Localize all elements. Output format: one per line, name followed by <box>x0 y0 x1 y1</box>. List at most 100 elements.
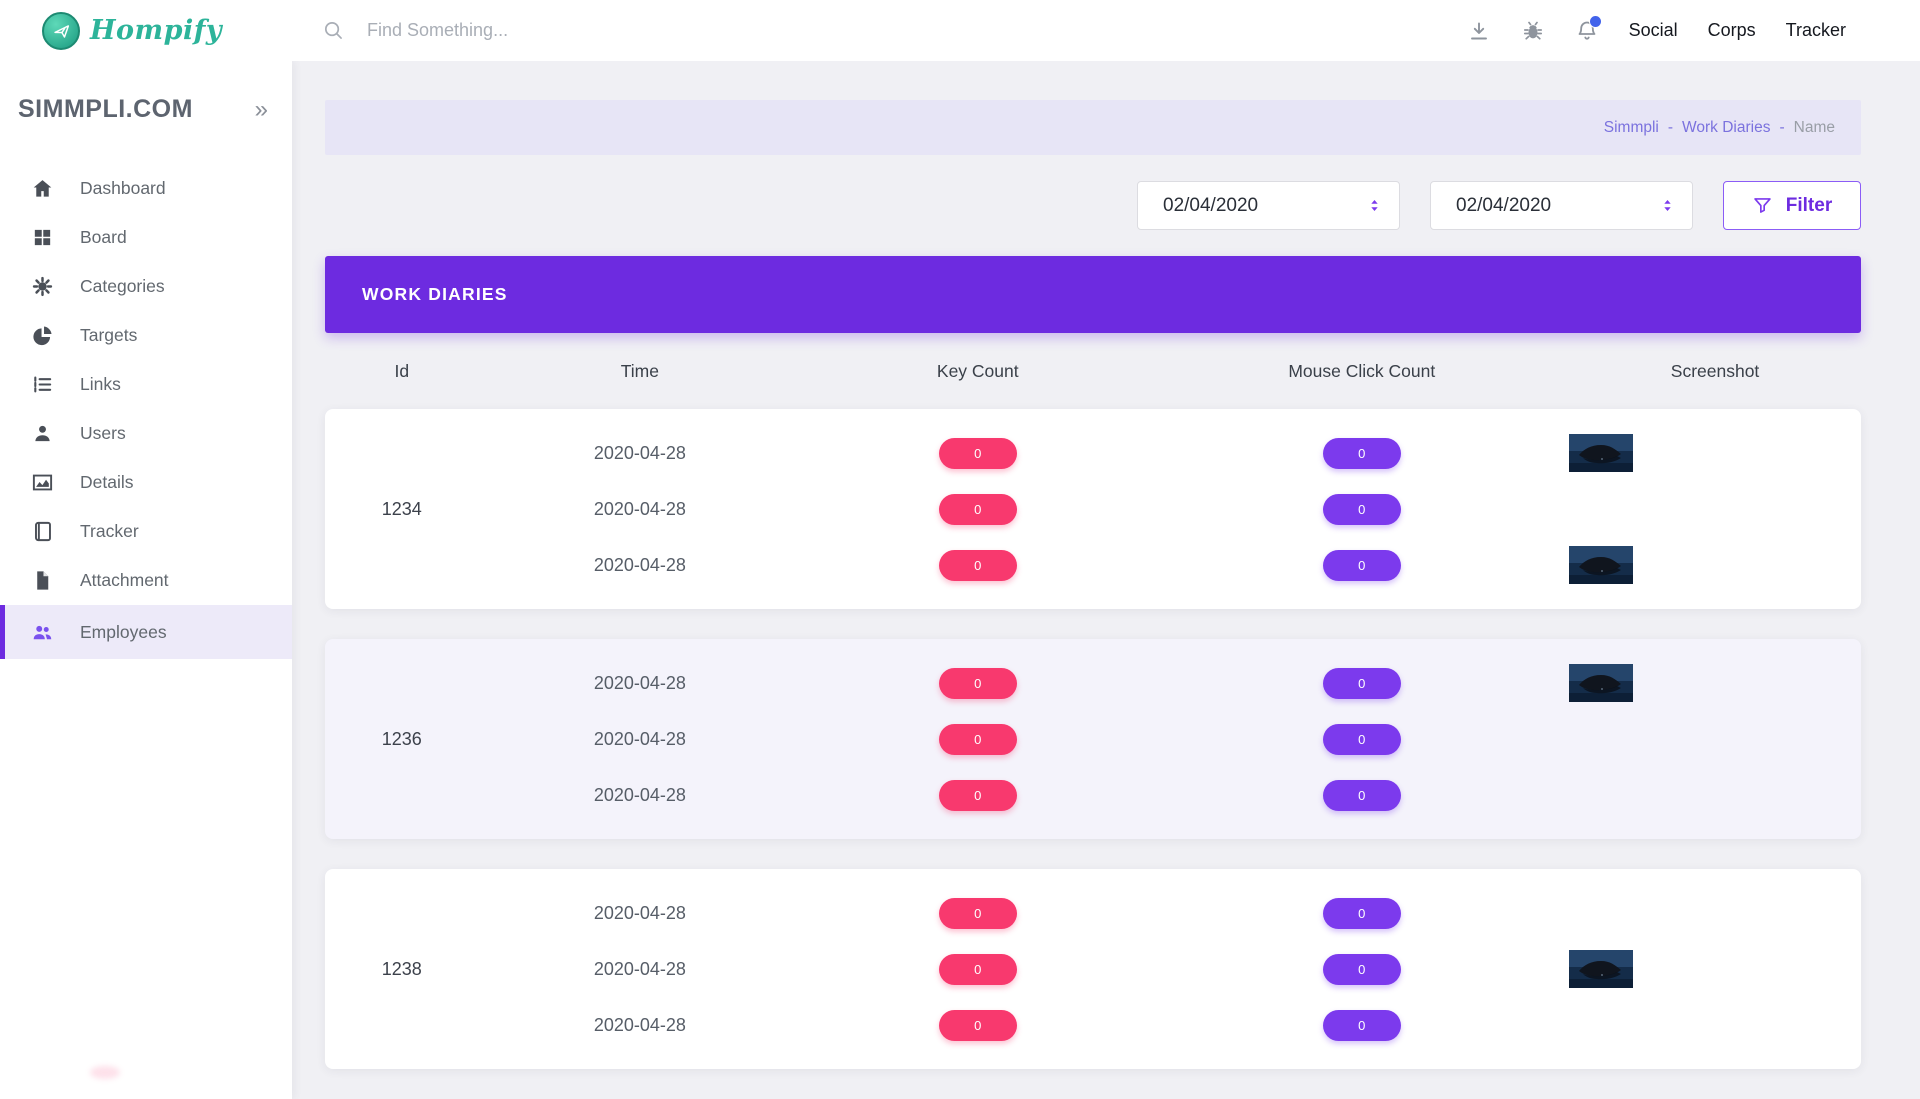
diary-group-1236: 1236 2020-04-28 0 0 2020-04-28 0 0 2020-… <box>325 639 1861 839</box>
sidebar-item-dashboard[interactable]: Dashboard <box>0 164 292 213</box>
time-value: 2020-04-28 <box>593 958 686 979</box>
breadcrumb-separator: - <box>1779 118 1785 136</box>
sidebar-item-label: Employees <box>80 621 167 642</box>
date-to-value: 02/04/2020 <box>1456 194 1552 216</box>
sidebar-item-label: Board <box>80 227 127 247</box>
key-count-badge: 0 <box>938 437 1017 469</box>
mouse-count-badge: 0 <box>1322 667 1401 699</box>
time-value: 2020-04-28 <box>593 442 686 463</box>
sidebar-item-board[interactable]: Board <box>0 213 292 262</box>
filter-button[interactable]: Filter <box>1723 181 1861 230</box>
mouse-count-badge: 0 <box>1322 437 1401 469</box>
home-icon <box>31 177 54 200</box>
screenshot-thumbnail[interactable] <box>1569 664 1861 702</box>
breadcrumb-link-work-diaries[interactable]: Work Diaries <box>1682 118 1771 136</box>
notifications-icon[interactable] <box>1575 14 1602 43</box>
key-count-badge: 0 <box>938 723 1017 755</box>
workspace-title: SIMMPLI.COM <box>18 95 193 123</box>
diary-group-1234: 1234 2020-04-28 0 0 2020-04-28 0 0 2020-… <box>325 409 1861 609</box>
filter-controls: 02/04/2020 02/04/2020 <box>325 181 1861 230</box>
date-to-select[interactable]: 02/04/2020 <box>1430 181 1693 230</box>
key-count-badge: 0 <box>938 1009 1017 1041</box>
sidebar-item-label: Categories <box>80 276 165 296</box>
time-value: 2020-04-28 <box>593 498 686 519</box>
time-value: 2020-04-28 <box>593 672 686 693</box>
sidebar-item-targets[interactable]: Targets <box>0 311 292 360</box>
time-value: 2020-04-28 <box>593 554 686 575</box>
download-icon[interactable] <box>1467 19 1491 43</box>
app-logo[interactable]: Hompify <box>0 11 292 50</box>
area-chart-icon <box>31 471 54 494</box>
screenshot-thumbnail[interactable] <box>1569 434 1861 472</box>
screenshot-thumbnail[interactable] <box>1569 546 1861 584</box>
sidebar-item-categories[interactable]: Categories <box>0 262 292 311</box>
column-header-time: Time <box>620 360 659 381</box>
notification-dot <box>1588 14 1602 28</box>
file-icon <box>31 569 54 592</box>
breadcrumb: Simmpli - Work Diaries - Name <box>325 100 1861 155</box>
mouse-count-badge: 0 <box>1322 549 1401 581</box>
date-from-select[interactable]: 02/04/2020 <box>1137 181 1400 230</box>
bug-icon[interactable] <box>1521 19 1545 43</box>
sidebar-item-label: Attachment <box>80 570 169 590</box>
time-value: 2020-04-28 <box>593 1014 686 1035</box>
section-title: WORK DIARIES <box>362 284 508 304</box>
key-count-badge: 0 <box>938 779 1017 811</box>
board-icon <box>31 226 54 249</box>
key-count-badge: 0 <box>938 953 1017 985</box>
sidebar-collapse-icon[interactable]: » <box>254 95 268 123</box>
column-header-mouse-click-count: Mouse Click Count <box>1288 360 1436 381</box>
sidebar-item-label: Dashboard <box>80 178 166 198</box>
key-count-badge: 0 <box>938 897 1017 929</box>
global-search <box>322 19 667 42</box>
column-header-id: Id <box>394 360 410 381</box>
mouse-count-badge: 0 <box>1322 897 1401 929</box>
time-value: 2020-04-28 <box>593 784 686 805</box>
sidebar-menu: Dashboard Board Categories <box>0 164 292 659</box>
key-count-cell: 0 <box>801 779 1154 811</box>
sidebar-item-attachment[interactable]: Attachment <box>0 556 292 605</box>
mouse-count-badge: 0 <box>1322 723 1401 755</box>
mouse-count-badge: 0 <box>1322 493 1401 525</box>
key-count-badge: 0 <box>938 549 1017 581</box>
book-icon <box>31 520 54 543</box>
nav-link-corps[interactable]: Corps <box>1707 20 1756 40</box>
chevron-updown-icon <box>1366 197 1383 214</box>
key-count-cell: 0 <box>801 667 1154 699</box>
column-header-key-count: Key Count <box>936 360 1019 381</box>
key-count-cell: 0 <box>801 1009 1154 1041</box>
search-icon[interactable] <box>322 19 345 42</box>
mouse-count-cell: 0 <box>1154 723 1569 755</box>
key-count-cell: 0 <box>801 549 1154 581</box>
group-id: 1238 <box>381 958 422 979</box>
decorative-smudge <box>90 1066 120 1079</box>
mouse-count-cell: 0 <box>1154 493 1569 525</box>
sidebar-item-users[interactable]: Users <box>0 409 292 458</box>
mouse-count-cell: 0 <box>1154 779 1569 811</box>
table-header-row: Id Time Key Count Mouse Click Count Scre… <box>325 333 1861 409</box>
sidebar-item-tracker[interactable]: Tracker <box>0 507 292 556</box>
nav-link-tracker[interactable]: Tracker <box>1785 20 1846 40</box>
app-shell: SIMMPLI.COM » Dashboard Board <box>0 61 1920 1099</box>
screenshot-cell <box>1569 546 1861 584</box>
sidebar-item-employees[interactable]: Employees <box>0 605 292 659</box>
mouse-count-cell: 0 <box>1154 437 1569 469</box>
mouse-count-cell: 0 <box>1154 549 1569 581</box>
key-count-cell: 0 <box>801 897 1154 929</box>
breadcrumb-link-simmpli[interactable]: Simmpli <box>1603 118 1659 136</box>
screenshot-thumbnail[interactable] <box>1569 950 1861 988</box>
filter-button-label: Filter <box>1785 194 1833 216</box>
mouse-count-cell: 0 <box>1154 667 1569 699</box>
sidebar-item-details[interactable]: Details <box>0 458 292 507</box>
sidebar: SIMMPLI.COM » Dashboard Board <box>0 61 292 1099</box>
logo-text: Hompify <box>90 15 223 46</box>
sidebar-item-links[interactable]: Links <box>0 360 292 409</box>
key-count-cell: 0 <box>801 493 1154 525</box>
nav-link-social[interactable]: Social <box>1628 20 1678 40</box>
screenshot-cell <box>1569 434 1861 472</box>
user-icon <box>31 422 54 445</box>
search-input[interactable] <box>367 20 667 41</box>
mouse-count-badge: 0 <box>1322 1009 1401 1041</box>
key-count-badge: 0 <box>938 493 1017 525</box>
time-value: 2020-04-28 <box>593 902 686 923</box>
